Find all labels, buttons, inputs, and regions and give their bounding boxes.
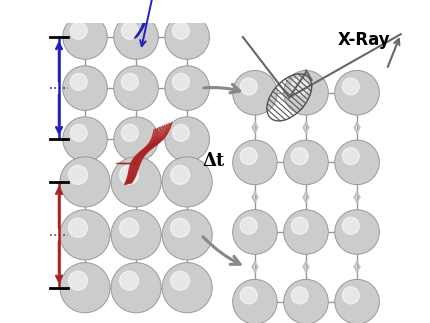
Circle shape: [233, 279, 277, 323]
Circle shape: [165, 117, 209, 162]
Circle shape: [171, 218, 190, 237]
Circle shape: [171, 165, 190, 184]
Circle shape: [63, 15, 108, 59]
Circle shape: [60, 263, 110, 313]
Circle shape: [284, 279, 328, 323]
Circle shape: [240, 78, 257, 95]
Circle shape: [335, 140, 379, 185]
Circle shape: [114, 15, 158, 59]
Circle shape: [284, 140, 328, 185]
Circle shape: [68, 271, 88, 290]
Circle shape: [71, 22, 87, 39]
Circle shape: [233, 70, 277, 115]
Circle shape: [60, 157, 110, 207]
Circle shape: [162, 210, 212, 260]
Text: Δt: Δt: [203, 152, 225, 171]
Circle shape: [111, 210, 161, 260]
Circle shape: [172, 73, 189, 90]
Circle shape: [63, 66, 108, 110]
Circle shape: [284, 210, 328, 254]
Circle shape: [165, 66, 209, 110]
Circle shape: [171, 271, 190, 290]
Circle shape: [233, 140, 277, 185]
Circle shape: [121, 73, 138, 90]
Circle shape: [291, 78, 308, 95]
Circle shape: [60, 210, 110, 260]
Circle shape: [111, 263, 161, 313]
Circle shape: [240, 148, 257, 165]
Circle shape: [342, 148, 359, 165]
Circle shape: [114, 117, 158, 162]
Circle shape: [120, 165, 138, 184]
Circle shape: [291, 148, 308, 165]
Circle shape: [240, 287, 257, 304]
Circle shape: [120, 271, 138, 290]
Circle shape: [335, 279, 379, 323]
Circle shape: [71, 124, 87, 141]
Circle shape: [172, 22, 189, 39]
Circle shape: [165, 15, 209, 59]
Circle shape: [162, 157, 212, 207]
Circle shape: [240, 217, 257, 234]
Circle shape: [342, 78, 359, 95]
Circle shape: [68, 218, 88, 237]
Circle shape: [342, 217, 359, 234]
Circle shape: [335, 210, 379, 254]
Circle shape: [63, 117, 108, 162]
Circle shape: [342, 287, 359, 304]
Text: X-Ray: X-Ray: [337, 31, 390, 49]
Circle shape: [284, 70, 328, 115]
Circle shape: [291, 217, 308, 234]
Circle shape: [114, 66, 158, 110]
Circle shape: [71, 73, 87, 90]
Circle shape: [233, 210, 277, 254]
Circle shape: [121, 124, 138, 141]
Circle shape: [111, 157, 161, 207]
Circle shape: [335, 70, 379, 115]
Circle shape: [162, 263, 212, 313]
Circle shape: [172, 124, 189, 141]
Circle shape: [291, 287, 308, 304]
Circle shape: [120, 218, 138, 237]
Circle shape: [121, 22, 138, 39]
Circle shape: [68, 165, 88, 184]
